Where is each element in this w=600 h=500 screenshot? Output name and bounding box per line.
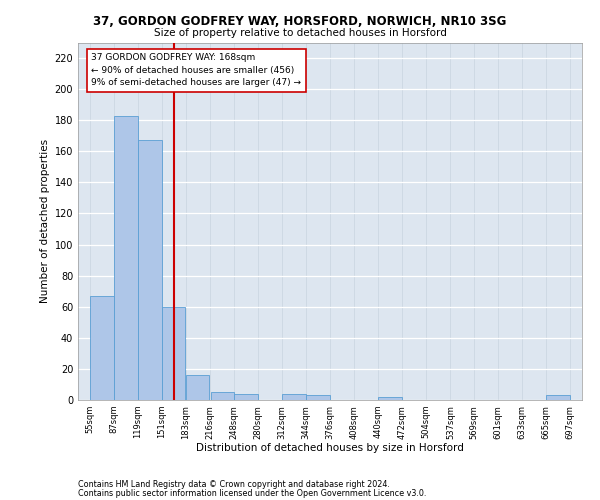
Bar — [211, 392, 234, 400]
Bar — [90, 296, 114, 400]
Text: Contains HM Land Registry data © Crown copyright and database right 2024.: Contains HM Land Registry data © Crown c… — [78, 480, 390, 489]
Text: 37 GORDON GODFREY WAY: 168sqm
← 90% of detached houses are smaller (456)
9% of s: 37 GORDON GODFREY WAY: 168sqm ← 90% of d… — [91, 54, 301, 88]
X-axis label: Distribution of detached houses by size in Horsford: Distribution of detached houses by size … — [196, 443, 464, 453]
Bar — [162, 306, 185, 400]
Bar — [378, 397, 401, 400]
Text: 37, GORDON GODFREY WAY, HORSFORD, NORWICH, NR10 3SG: 37, GORDON GODFREY WAY, HORSFORD, NORWIC… — [94, 15, 506, 28]
Bar — [114, 116, 137, 400]
Bar — [546, 396, 570, 400]
Bar — [306, 396, 330, 400]
Bar — [283, 394, 306, 400]
Bar — [138, 140, 161, 400]
Bar — [235, 394, 258, 400]
Text: Size of property relative to detached houses in Horsford: Size of property relative to detached ho… — [154, 28, 446, 38]
Bar — [186, 375, 209, 400]
Y-axis label: Number of detached properties: Number of detached properties — [40, 139, 50, 304]
Text: Contains public sector information licensed under the Open Government Licence v3: Contains public sector information licen… — [78, 488, 427, 498]
